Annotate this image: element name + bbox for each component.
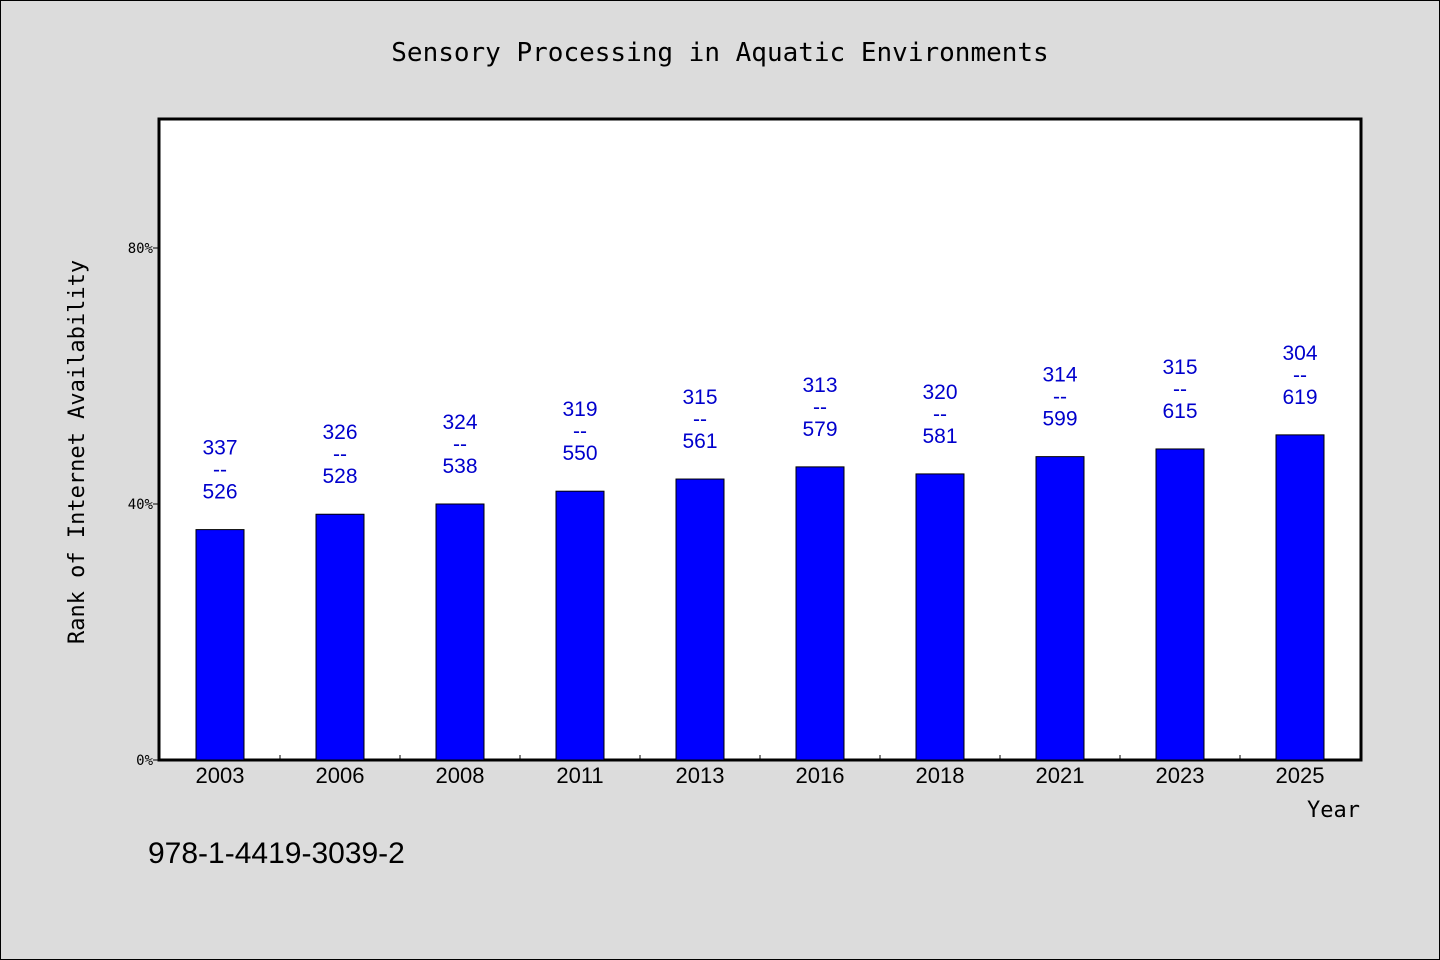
x-tick-label-2018: 2018	[916, 763, 965, 788]
x-tick-label-2006: 2006	[316, 763, 365, 788]
bar-2025	[1275, 434, 1325, 761]
x-tick-label-2008: 2008	[436, 763, 485, 788]
x-tick-label-2003: 2003	[196, 763, 245, 788]
x-tick-label-2011: 2011	[556, 763, 603, 788]
bar-data-label-2023-3: 615	[1162, 400, 1197, 423]
bar-data-label-2011-1: 319	[562, 398, 597, 421]
bar-data-label-2013-1: 315	[682, 386, 717, 409]
bars-group	[195, 434, 1325, 761]
bar-data-label-2011-2: --	[573, 420, 587, 443]
x-tick-label-2013: 2013	[676, 763, 725, 788]
x-tick-label-2023: 2023	[1156, 763, 1205, 788]
x-ticks-group: 2003 2006 2008 2011 2013 2016 2018 2021 2023 2025	[196, 755, 1325, 788]
bar-2021	[1035, 456, 1085, 761]
bar-data-label-2021-2: --	[1053, 386, 1067, 409]
bar-data-label-2013-3: 561	[682, 430, 717, 453]
bar-data-label-2016-1: 313	[802, 374, 837, 397]
bar-data-label-2006-3: 528	[322, 465, 357, 488]
bar-2003	[195, 529, 245, 761]
bar-data-label-2018-2: --	[933, 403, 947, 426]
bar-data-label-2003-2: --	[213, 459, 227, 482]
bar-2016	[795, 466, 845, 761]
x-tick-label-2016: 2016	[796, 763, 845, 788]
y-tick-label-80: 80%	[128, 241, 154, 257]
bar-data-label-2016-3: 579	[802, 418, 837, 441]
bar-data-label-2018-3: 581	[922, 425, 957, 448]
y-axis-title: Rank of Internet Availability	[65, 260, 90, 644]
bar-data-label-2023-2: --	[1173, 378, 1187, 401]
bar-data-label-2008-2: --	[453, 433, 467, 456]
bar-data-label-2003-3: 526	[202, 481, 237, 504]
bar-data-label-2021-1: 314	[1042, 364, 1077, 387]
bar-2006	[315, 513, 365, 761]
bar-data-label-2006-1: 326	[322, 421, 357, 444]
bar-data-label-2006-2: --	[333, 443, 347, 466]
bar-2008	[435, 503, 485, 761]
bar-labels-group: 337--526326--528324--538319--550315--561…	[202, 342, 1317, 504]
bar-2018	[915, 473, 965, 761]
x-tick-label-2025: 2025	[1276, 763, 1325, 788]
bar-data-label-2008-3: 538	[442, 455, 477, 478]
bar-2023	[1155, 448, 1205, 761]
y-tick-label-0: 0%	[136, 753, 153, 769]
bar-data-label-2016-2: --	[813, 396, 827, 419]
bar-data-label-2023-1: 315	[1162, 356, 1197, 379]
bar-data-label-2025-2: --	[1293, 364, 1307, 387]
bar-data-label-2021-3: 599	[1042, 408, 1077, 431]
bar-data-label-2018-1: 320	[922, 381, 957, 404]
bar-2011	[555, 490, 605, 761]
bar-data-label-2008-1: 324	[442, 411, 477, 434]
footer-code: 978-1-4419-3039-2	[148, 837, 405, 870]
x-axis-title: Year	[1307, 798, 1360, 823]
bar-data-label-2003-1: 337	[202, 437, 237, 460]
bar-data-label-2011-3: 550	[562, 442, 597, 465]
y-tick-label-40: 40%	[128, 497, 154, 513]
bar-data-label-2025-3: 619	[1282, 386, 1317, 409]
x-tick-label-2021: 2021	[1036, 763, 1085, 788]
y-ticks-group: 0% 40% 80%	[128, 241, 160, 769]
bar-data-label-2013-2: --	[693, 408, 707, 431]
chart-title: Sensory Processing in Aquatic Environmen…	[391, 38, 1048, 68]
bar-data-label-2025-1: 304	[1282, 342, 1317, 365]
bar-2013	[675, 478, 725, 761]
